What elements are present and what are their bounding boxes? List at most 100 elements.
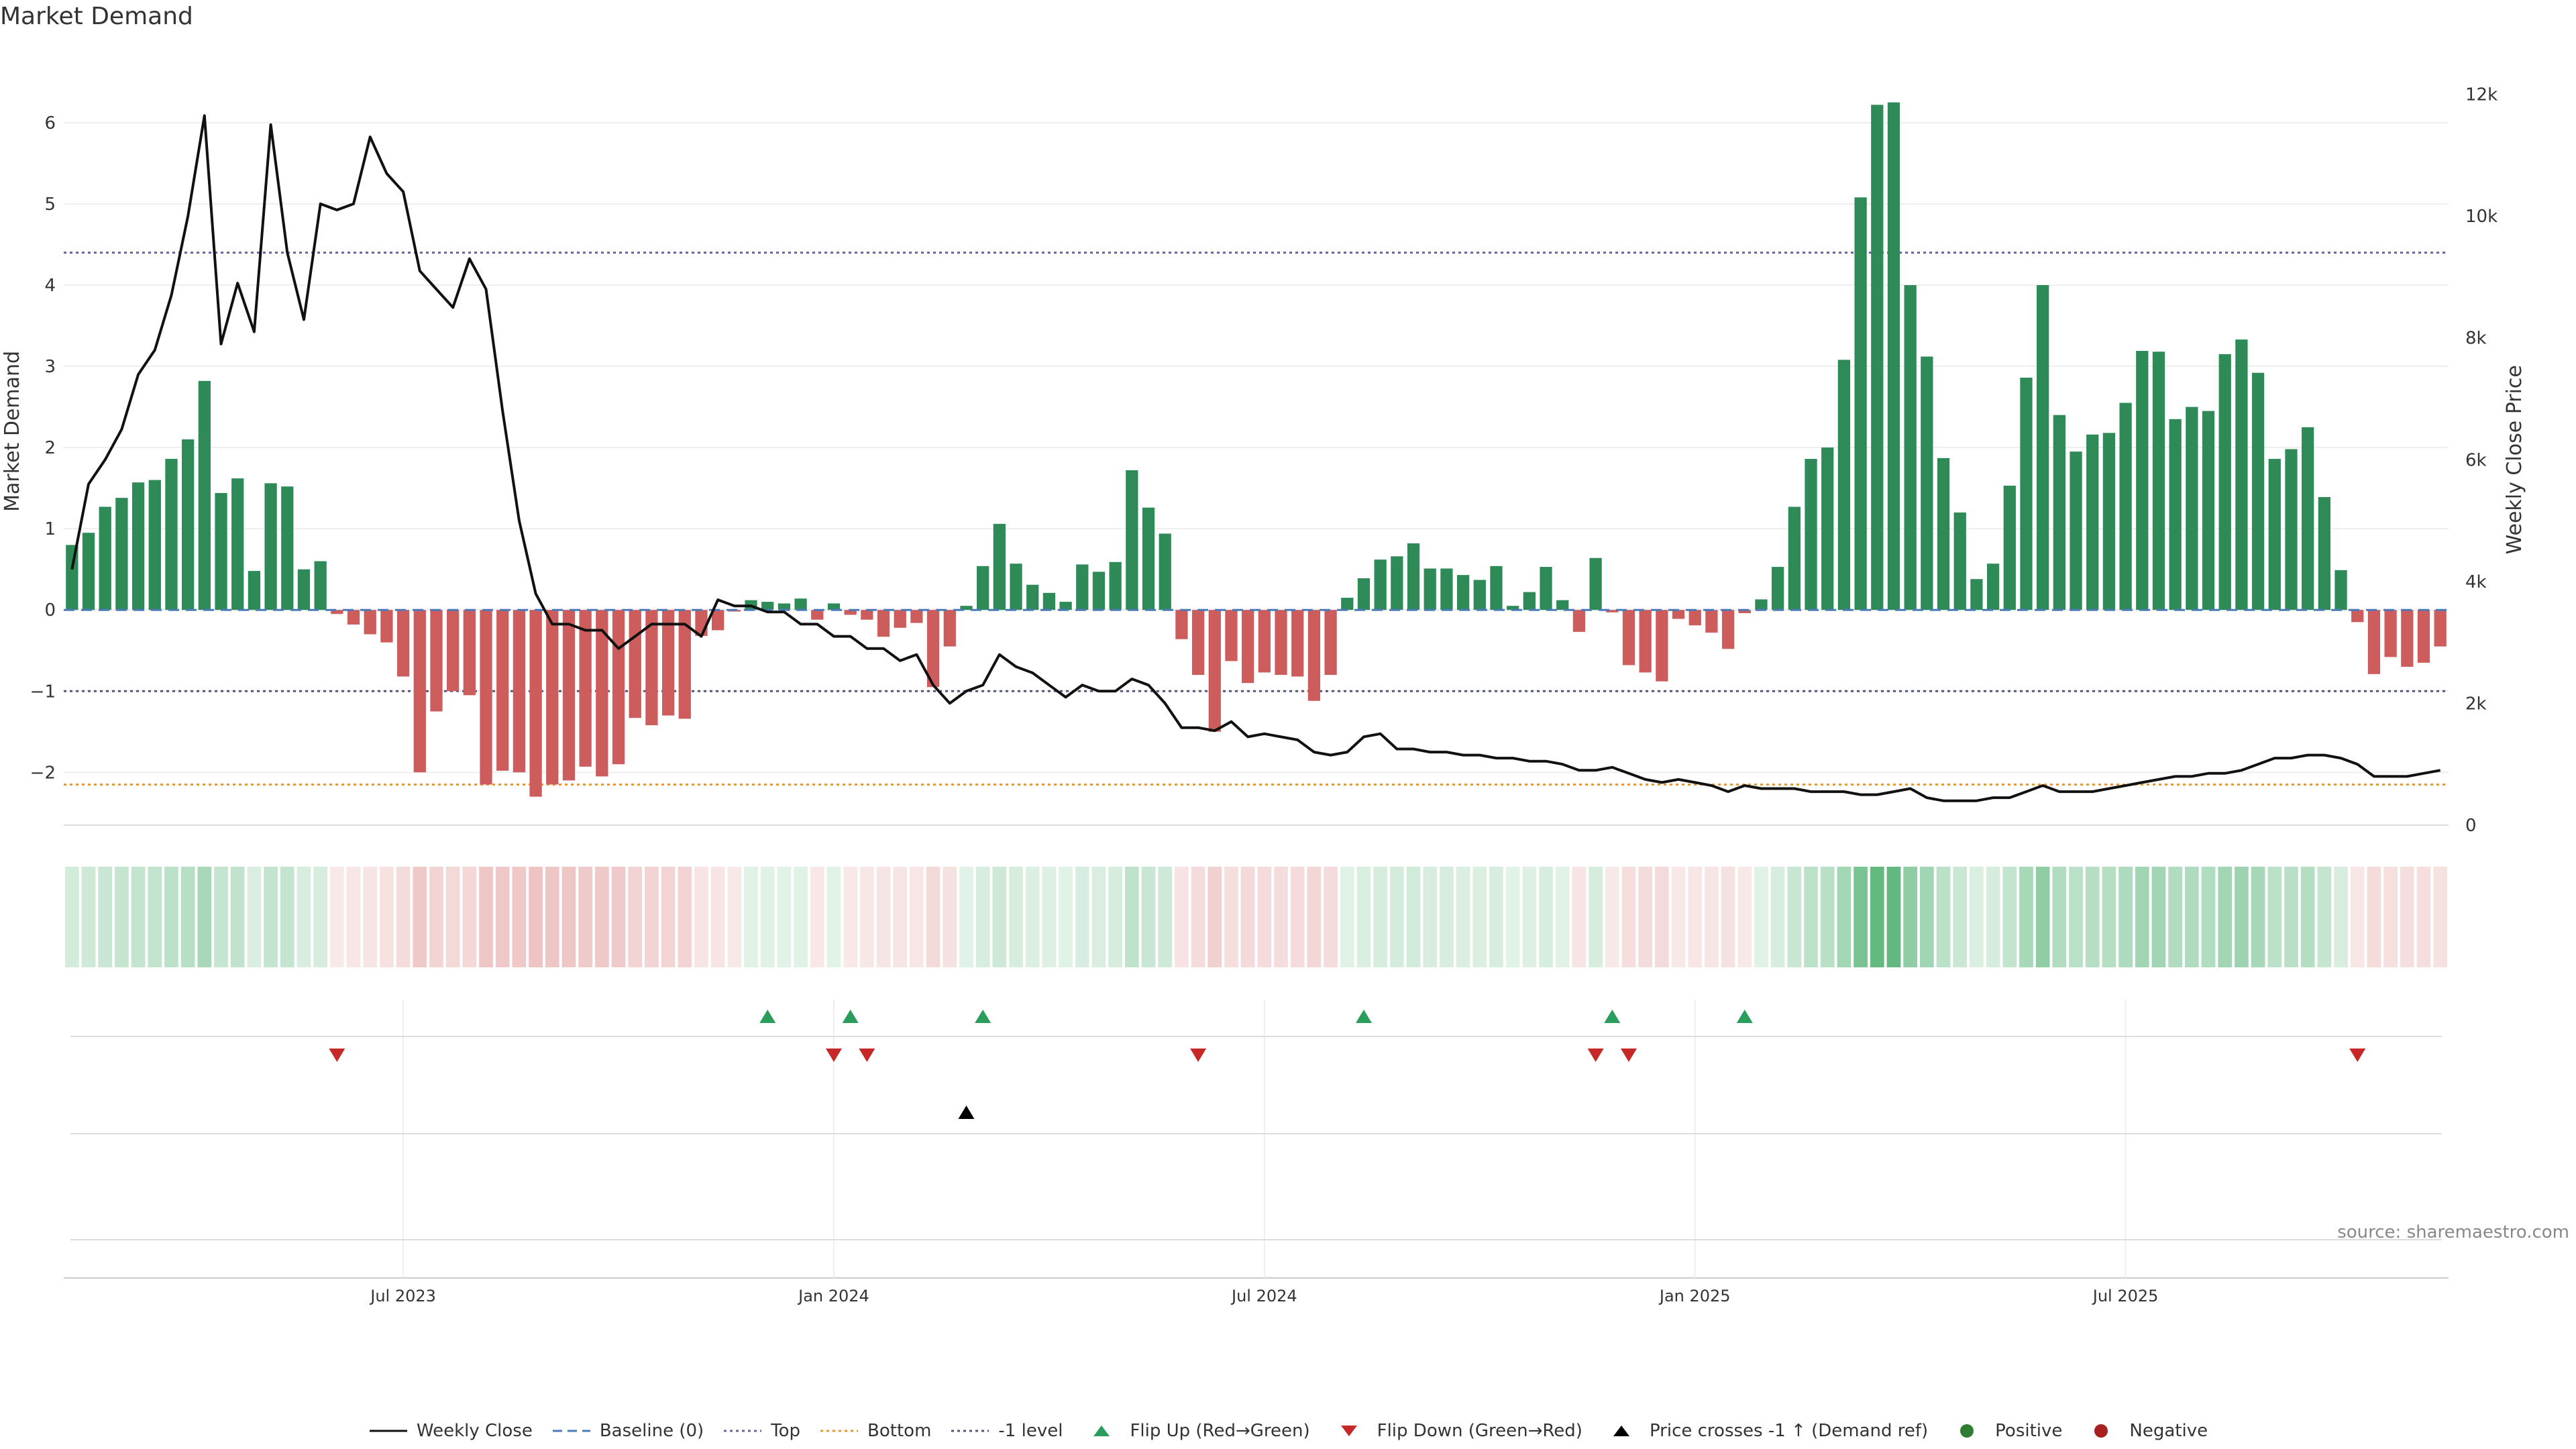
demand-bar-positive [115,498,128,610]
heat-strip-cell [1373,867,1388,967]
demand-bar-negative [1705,610,1718,633]
demand-bar-positive [2086,434,2099,610]
demand-bar-positive [977,566,989,610]
demand-bar-positive [2070,451,2082,610]
demand-bar-negative [546,610,559,785]
demand-bar-positive [314,561,327,610]
y-tick-label: 2 [44,438,56,458]
demand-bar-negative [811,610,824,620]
flip-up-marker [975,1010,991,1023]
chart-legend: Weekly Close Baseline (0) Top Bottom -1 leve… [0,1421,2576,1444]
flip-up-marker [842,1010,859,1023]
heat-strip-cell [2350,867,2365,967]
heat-strip-cell [264,867,278,967]
demand-bar-negative [712,610,724,631]
demand-bar-positive [1424,568,1436,610]
demand-bar-positive [66,545,78,610]
chart-title: Market Demand [0,3,193,30]
demand-bar-negative [1307,610,1321,701]
demand-bar-positive [827,603,841,610]
flip-up-marker [1736,1010,1753,1023]
flip-up-marker [1355,1010,1372,1023]
demand-bar-positive [1159,533,1171,610]
heat-strip-cell [1970,867,1984,967]
demand-bar-positive [1059,602,1072,610]
heat-strip-cell [2201,867,2216,967]
heat-strip-cell [1224,867,1238,967]
heat-strip-cell [2433,867,2448,967]
heat-strip-cell [2334,867,2348,967]
demand-bar-negative [2417,610,2430,663]
heat-strip-cell [1274,867,1288,967]
legend-label: Price crosses -1 ↑ (Demand ref) [1649,1421,1929,1441]
heat-strip-cell [1340,867,1354,967]
demand-bar-positive [1341,598,1354,610]
heat-strip-cell [1621,867,1636,967]
heat-strip-cell [678,867,692,967]
demand-bar-negative [1721,610,1735,649]
y-tick-label: 6 [44,113,56,133]
x-tick-label: Jul 2023 [369,1287,436,1305]
legend-item: Negative [2081,1421,2208,1441]
demand-bar-negative [562,610,576,781]
flip-down-marker [1587,1049,1604,1062]
heat-strip-cell [810,867,824,967]
heat-strip-cell [1804,867,1818,967]
demand-bar-negative [364,610,376,635]
heat-strip-cell [1754,867,1768,967]
demand-bar-negative [1175,610,1188,639]
legend-label: Flip Up (Red→Green) [1130,1421,1310,1441]
x-tick-label: Jan 2024 [797,1287,869,1305]
demand-bar-positive [2102,433,2116,610]
legend-label: Baseline (0) [599,1421,704,1441]
heat-strip-cell [1555,867,1570,967]
demand-bar-positive [1921,356,1933,610]
heat-strip-cell [561,867,576,967]
heat-strip-cell [1389,867,1404,967]
demand-bar-negative [413,610,426,773]
demand-bar-negative [1639,610,1652,673]
heat-strip-cell [429,867,443,967]
legend-label: Negative [2129,1421,2208,1441]
demand-bar-positive [1391,556,1403,610]
demand-bar-positive [2302,427,2314,610]
demand-bar-positive [1126,470,1138,610]
legend-item: Top [722,1421,800,1441]
heat-strip-cell [297,867,311,967]
legend-swatch-icon [1960,1424,1974,1438]
heat-strip-cell [1886,867,1901,967]
heat-strip-cell [1870,867,1884,967]
heat-strip-cell [2235,867,2249,967]
y2-tick-label: 10k [2465,207,2498,227]
x-tick-label: Jul 2025 [2092,1287,2159,1305]
heat-strip-cell [329,867,344,967]
legend-item: Bottom [819,1421,931,1441]
heat-strip-cell [2251,867,2265,967]
demand-bar-negative [1672,610,1685,619]
heat-strip-cell [628,867,643,967]
heat-strip-cell [148,867,162,967]
heat-strip-cell [975,867,990,967]
demand-bar-negative [910,610,923,623]
heat-strip-cell [2383,867,2398,967]
heat-strip-cell [214,867,228,967]
heat-strip-cell [760,867,775,967]
demand-bar-negative [1688,610,1701,626]
demand-bar-positive [1589,557,1602,610]
weekly-close-line [70,114,2441,802]
demand-bar-negative [496,610,509,771]
demand-bar-negative [645,610,658,726]
heat-strip-cell [2151,867,2166,967]
y2-tick-label: 4k [2465,572,2487,592]
heat-strip-cell [794,867,808,967]
demand-bar-positive [1109,561,1122,610]
demand-bar-positive [1788,506,1801,610]
heat-strip-cell [1191,867,1205,967]
legend-item: Flip Down (Green→Red) [1329,1421,1582,1441]
demand-bar-negative [513,610,526,773]
heat-strip-cell [2367,867,2381,967]
demand-bar-negative [1738,610,1751,614]
heat-strip-cell [2218,867,2233,967]
heat-strip-cell [1903,867,1918,967]
heat-strip-cell [396,867,411,967]
